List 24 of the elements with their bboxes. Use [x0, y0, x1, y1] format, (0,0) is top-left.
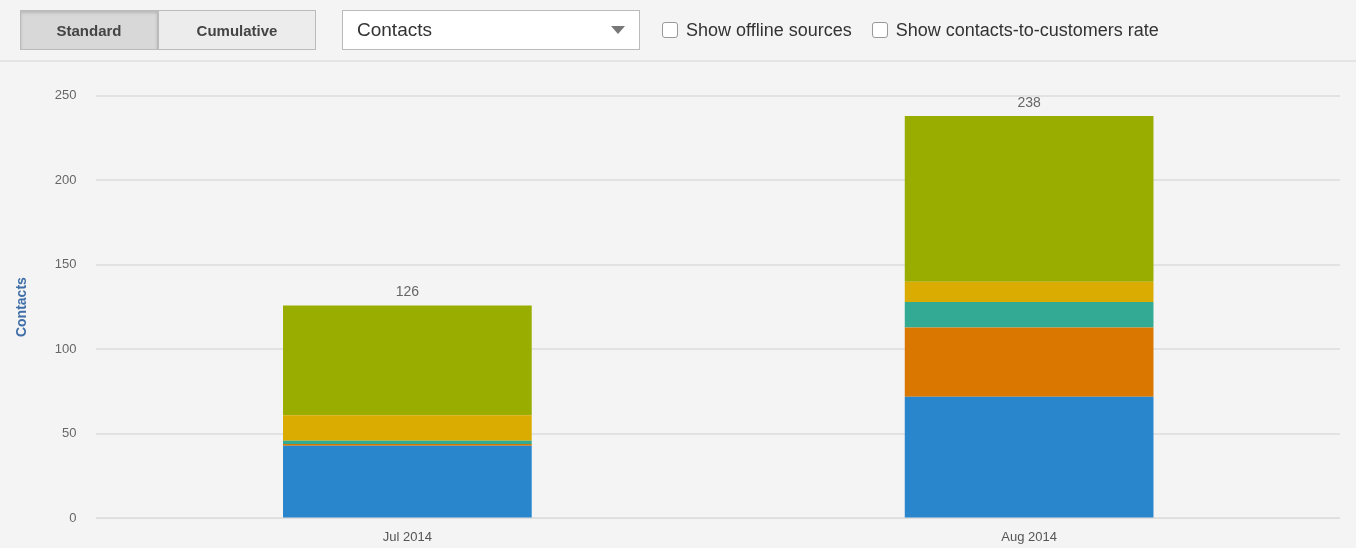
- total-label: 238: [1017, 93, 1042, 110]
- bar: [904, 281, 1154, 303]
- x-tick-label: Aug 2014: [1001, 528, 1057, 544]
- y-tick-label: 50: [62, 425, 77, 441]
- bar: [904, 116, 1154, 282]
- y-tick-label: 0: [69, 509, 77, 525]
- y-tick-label: 200: [54, 171, 77, 187]
- text: Standard: [20, 10, 158, 50]
- bar: [904, 327, 1154, 397]
- bar: [283, 415, 532, 441]
- y-tick-label: 100: [54, 340, 77, 356]
- bar: [283, 305, 532, 416]
- x-tick-label: Jul 2014: [382, 528, 432, 544]
- text: Cumulative: [158, 10, 316, 50]
- bar: [283, 445, 532, 518]
- text: Show contacts-to-customers rate: [895, 19, 1159, 41]
- total-label: 126: [395, 283, 420, 300]
- bar: [904, 302, 1154, 328]
- y-tick-label: 150: [54, 256, 77, 272]
- text: Contacts: [357, 19, 432, 41]
- bar: [904, 396, 1154, 518]
- y-tick-label: 250: [54, 87, 77, 103]
- text: Show offline sources: [686, 19, 852, 41]
- y-axis-title: Contacts: [13, 276, 30, 338]
